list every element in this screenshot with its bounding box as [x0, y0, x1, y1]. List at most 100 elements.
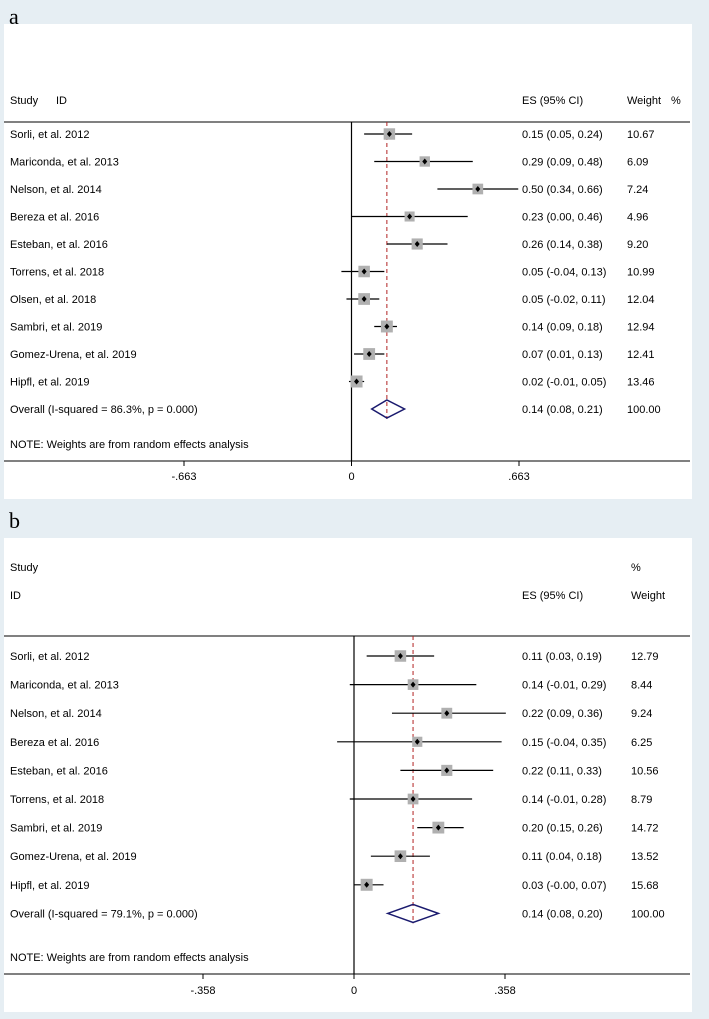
- pb-study-weight-7: 13.52: [631, 851, 659, 863]
- pa-header-study: Study: [10, 95, 39, 107]
- pb-study-es-5: 0.14 (-0.01, 0.28): [522, 794, 606, 806]
- pb-point-marker-0: [397, 653, 403, 659]
- pb-study-es-3: 0.15 (-0.04, 0.35): [522, 737, 606, 749]
- pb-header-weight: Weight: [631, 590, 665, 602]
- pa-point-marker-4: [414, 241, 420, 247]
- pb-tick-label-1: 0: [351, 985, 357, 997]
- pa-study-es-4: 0.26 (0.14, 0.38): [522, 239, 603, 251]
- pb-overall-diamond: [385, 903, 441, 924]
- pb-study-label-4: Esteban, et al. 2016: [10, 765, 108, 777]
- pa-study-weight-4: 9.20: [627, 239, 648, 251]
- pa-study-weight-5: 10.99: [627, 267, 655, 279]
- pb-point-marker-8: [364, 881, 370, 888]
- pb-study-label-1: Mariconda, et al. 2013: [10, 680, 119, 692]
- pa-study-weight-1: 6.09: [627, 157, 648, 169]
- pa-study-es-5: 0.05 (-0.04, 0.13): [522, 267, 606, 279]
- pb-study-es-0: 0.11 (0.03, 0.19): [522, 651, 602, 663]
- pa-overall-diamond: [370, 399, 407, 419]
- pb-study-label-2: Nelson, et al. 2014: [10, 708, 102, 720]
- pa-header-weight: Weight: [627, 95, 661, 107]
- pb-header-study: Study: [10, 562, 39, 574]
- pa-study-label-2: Nelson, et al. 2014: [10, 184, 102, 196]
- panel-label-b: b: [9, 508, 20, 533]
- pa-point-marker-6: [361, 296, 367, 302]
- pb-study-label-8: Hipfl, et al. 2019: [10, 880, 90, 892]
- pa-study-weight-0: 10.67: [627, 129, 655, 141]
- pa-study-label-0: Sorli, et al. 2012: [10, 129, 90, 141]
- pb-point-marker-1: [410, 681, 416, 688]
- pb-overall-label: Overall (I-squared = 79.1%, p = 0.000): [10, 908, 198, 920]
- pb-study-weight-6: 14.72: [631, 823, 659, 835]
- forest-plot-b-svg: Study ID ES (95% CI)% Weight Sorli, et al. 2…: [4, 562, 690, 997]
- pa-study-label-4: Esteban, et al. 2016: [10, 239, 108, 251]
- pb-study-weight-5: 8.79: [631, 794, 652, 806]
- pb-study-weight-1: 8.44: [631, 680, 652, 692]
- pb-study-es-6: 0.20 (0.15, 0.26): [522, 823, 603, 835]
- pb-point-marker-5: [410, 796, 416, 802]
- pb-header-pct: %: [631, 562, 641, 574]
- pb-header-es: ES (95% CI): [522, 590, 583, 602]
- pb-point-marker-6: [435, 824, 441, 831]
- pa-study-label-3: Bereza et al. 2016: [10, 212, 99, 224]
- pa-tick-label-2: .663: [508, 471, 529, 483]
- pa-overall-es: 0.14 (0.08, 0.21): [522, 404, 603, 416]
- pa-study-es-3: 0.23 (0.00, 0.46): [522, 212, 603, 224]
- pb-study-weight-2: 9.24: [631, 708, 652, 720]
- pa-study-es-6: 0.05 (-0.02, 0.11): [522, 294, 606, 306]
- pa-tick-label-1: 0: [348, 471, 354, 483]
- pb-point-marker-3: [414, 738, 420, 745]
- pb-study-weight-4: 10.56: [631, 765, 659, 777]
- pa-study-weight-8: 12.41: [627, 349, 655, 361]
- pa-study-es-8: 0.07 (0.01, 0.13): [522, 349, 603, 361]
- pa-study-weight-6: 12.04: [627, 294, 655, 306]
- pb-study-label-6: Sambri, et al. 2019: [10, 823, 102, 835]
- pa-study-es-7: 0.14 (0.09, 0.18): [522, 322, 603, 334]
- pb-study-label-0: Sorli, et al. 2012: [10, 651, 90, 663]
- pa-study-weight-7: 12.94: [627, 322, 655, 334]
- pb-study-label-3: Bereza et al. 2016: [10, 737, 99, 749]
- pb-overall-es: 0.14 (0.08, 0.20): [522, 908, 603, 920]
- pb-study-label-7: Gomez-Urena, et al. 2019: [10, 851, 137, 863]
- pa-overall-label: Overall (I-squared = 86.3%, p = 0.000): [10, 404, 198, 416]
- forest-plot-b: Study ID ES (95% CI)% Weight Sorli, et al. 2…: [4, 538, 692, 1012]
- pb-study-es-7: 0.11 (0.04, 0.18): [522, 851, 602, 863]
- pb-header-id: ID: [10, 590, 21, 602]
- pb-study-weight-0: 12.79: [631, 651, 659, 663]
- pa-study-label-8: Gomez-Urena, et al. 2019: [10, 349, 137, 361]
- pa-study-es-0: 0.15 (0.05, 0.24): [522, 129, 603, 141]
- pa-point-marker-2: [475, 186, 481, 192]
- pa-overall-weight: 100.00: [627, 404, 661, 416]
- forest-plot-a-svg: Study ID ES (95% CI) Weight % Sorli, et al. 2…: [4, 95, 690, 483]
- pa-header-pct: %: [671, 95, 681, 107]
- pb-point-marker-4: [444, 767, 450, 774]
- pa-point-marker-1: [422, 158, 428, 165]
- pb-point-marker-7: [397, 853, 403, 860]
- pa-point-marker-8: [366, 351, 372, 357]
- pa-study-es-2: 0.50 (0.34, 0.66): [522, 184, 603, 196]
- panel-label-a: a: [9, 4, 19, 29]
- pa-point-marker-3: [407, 213, 413, 220]
- pa-study-weight-2: 7.24: [627, 184, 648, 196]
- pb-point-marker-2: [444, 710, 450, 717]
- pa-note: NOTE: Weights are from random effects an…: [10, 439, 249, 451]
- pb-study-es-2: 0.22 (0.09, 0.36): [522, 708, 603, 720]
- pa-study-label-6: Olsen, et al. 2018: [10, 294, 96, 306]
- pb-note: NOTE: Weights are from random effects an…: [10, 952, 249, 964]
- pa-study-label-5: Torrens, et al. 2018: [10, 267, 104, 279]
- pb-study-weight-8: 15.68: [631, 880, 659, 892]
- pa-study-label-7: Sambri, et al. 2019: [10, 322, 102, 334]
- pa-point-marker-9: [354, 378, 360, 385]
- pa-study-label-9: Hipfl, et al. 2019: [10, 377, 90, 389]
- pa-point-marker-0: [386, 131, 392, 137]
- pa-point-marker-7: [384, 323, 390, 330]
- pb-overall-weight: 100.00: [631, 908, 665, 920]
- pb-study-label-5: Torrens, et al. 2018: [10, 794, 104, 806]
- pa-study-weight-3: 4.96: [627, 212, 648, 224]
- pa-study-es-1: 0.29 (0.09, 0.48): [522, 157, 603, 169]
- pa-study-es-9: 0.02 (-0.01, 0.05): [522, 377, 606, 389]
- forest-plot-a: Study ID ES (95% CI) Weight% Sorli, et al. 2…: [4, 24, 692, 499]
- pb-study-weight-3: 6.25: [631, 737, 652, 749]
- pb-study-es-4: 0.22 (0.11, 0.33): [522, 765, 602, 777]
- pb-tick-label-2: .358: [494, 985, 515, 997]
- pb-tick-label-0: -.358: [190, 985, 215, 997]
